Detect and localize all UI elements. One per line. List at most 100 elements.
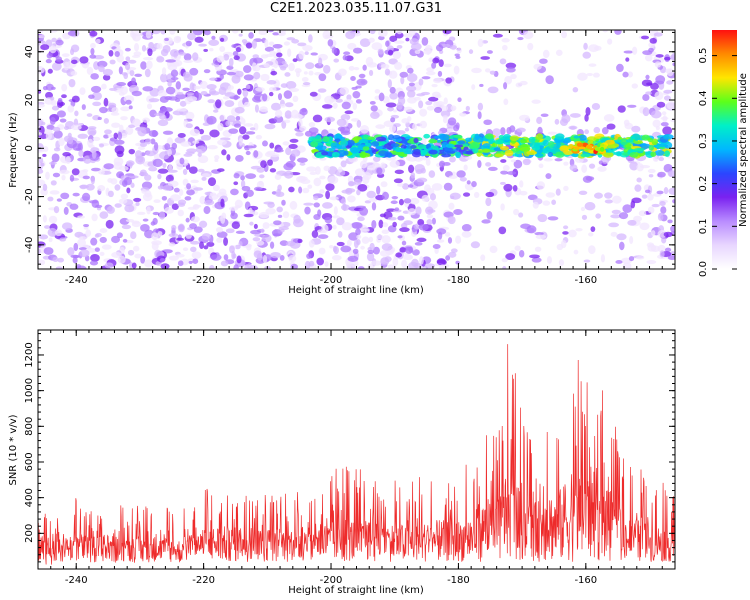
heatmap-cell [492, 128, 501, 137]
heatmap-cell [488, 166, 498, 171]
heatmap-cell [376, 167, 383, 175]
heatmap-cell [381, 229, 390, 235]
heatmap-cell [203, 69, 211, 74]
heatmap-cell [347, 42, 357, 50]
heatmap-cell [61, 174, 66, 181]
heatmap-cell [318, 73, 327, 82]
heatmap-cell [313, 202, 320, 208]
heatmap-cell [351, 222, 363, 229]
heatmap-cell [253, 150, 259, 158]
heatmap-cell [461, 231, 472, 238]
heatmap-cell [531, 257, 542, 263]
heatmap-cell [445, 255, 451, 261]
heatmap-cell [273, 59, 279, 69]
heatmap-cell [219, 74, 224, 80]
heatmap-cell [438, 134, 450, 141]
heatmap-cell [114, 203, 122, 208]
heatmap-cell [574, 157, 584, 163]
heatmap-cell [148, 98, 160, 103]
heatmap-cell [270, 251, 281, 259]
heatmap-cell [130, 231, 137, 240]
heatmap-cell [189, 128, 201, 137]
x-tick-label: -160 [574, 575, 597, 586]
heatmap-cell [616, 63, 624, 73]
heatmap-cell [555, 188, 561, 196]
heatmap-cell [503, 82, 508, 90]
heatmap-cell [393, 40, 405, 44]
heatmap-cell [569, 126, 576, 130]
heatmap-cell [604, 192, 613, 199]
heatmap-cell [486, 210, 493, 220]
heatmap-cell [588, 245, 596, 255]
heatmap-cell [600, 254, 606, 263]
heatmap-cell [288, 87, 300, 92]
heatmap-cell [233, 181, 239, 186]
heatmap-cell [608, 222, 620, 228]
heatmap-cell [234, 244, 241, 250]
heatmap-cell [392, 257, 399, 267]
heatmap-cell [580, 153, 591, 158]
heatmap-cell [234, 205, 241, 209]
heatmap-cell [387, 45, 394, 52]
heatmap-cell [295, 70, 301, 78]
heatmap-cell [425, 206, 434, 215]
heatmap-cell [418, 223, 429, 231]
heatmap-cell [298, 118, 303, 128]
heatmap-cell [571, 153, 579, 158]
heatmap-cell [308, 121, 316, 128]
heatmap-cell [281, 199, 286, 206]
heatmap-cell [663, 187, 669, 195]
heatmap-cell [251, 39, 257, 49]
heatmap-cell [99, 236, 107, 243]
heatmap-cell [636, 163, 644, 172]
heatmap-cell [188, 166, 198, 174]
heatmap-cell [338, 68, 347, 77]
heatmap-cell [421, 136, 427, 146]
heatmap-cell [42, 183, 48, 192]
heatmap-cell [219, 45, 226, 52]
heatmap-cell [231, 250, 236, 260]
heatmap-cell [142, 86, 154, 92]
heatmap-cell [301, 77, 309, 83]
heatmap-cell [547, 131, 558, 135]
heatmap-cell [161, 195, 168, 201]
heatmap-cell [201, 176, 207, 181]
heatmap-cell [302, 187, 310, 194]
heatmap-cell [69, 203, 79, 210]
heatmap-cell [186, 96, 198, 102]
heatmap-cell [82, 175, 90, 180]
heatmap-cell [641, 194, 648, 199]
heatmap-cell [146, 206, 151, 215]
x-tick-label: -240 [65, 275, 88, 286]
heatmap-cell [188, 260, 193, 264]
heatmap-cell [342, 54, 348, 61]
heatmap-cell [102, 74, 111, 81]
heatmap-cell [396, 30, 403, 35]
heatmap-cell [121, 224, 132, 230]
heatmap-cell [602, 151, 614, 158]
heatmap-cell [159, 96, 169, 103]
heatmap-cell [199, 80, 208, 90]
heatmap-cell [201, 233, 212, 240]
heatmap-cell [512, 184, 518, 192]
heatmap-cell [568, 229, 577, 238]
heatmap-cell [540, 113, 549, 117]
heatmap-cell [403, 33, 413, 38]
heatmap-cell [357, 266, 365, 269]
heatmap-cell [371, 42, 383, 51]
heatmap-cell [536, 181, 546, 190]
heatmap-cell [49, 30, 58, 33]
heatmap-cell [98, 65, 105, 73]
heatmap-cell [332, 245, 338, 253]
heatmap-cell [650, 151, 657, 157]
heatmap-cell [359, 151, 367, 159]
heatmap-cell [124, 62, 131, 71]
heatmap-cell [340, 113, 351, 121]
y-tick-label: 0 [24, 145, 35, 151]
heatmap-cell [401, 259, 408, 268]
heatmap-cell [99, 106, 108, 114]
heatmap-cell [420, 91, 430, 96]
heatmap-cell [275, 191, 285, 198]
heatmap-cell [216, 231, 228, 238]
heatmap-cell [450, 195, 455, 200]
